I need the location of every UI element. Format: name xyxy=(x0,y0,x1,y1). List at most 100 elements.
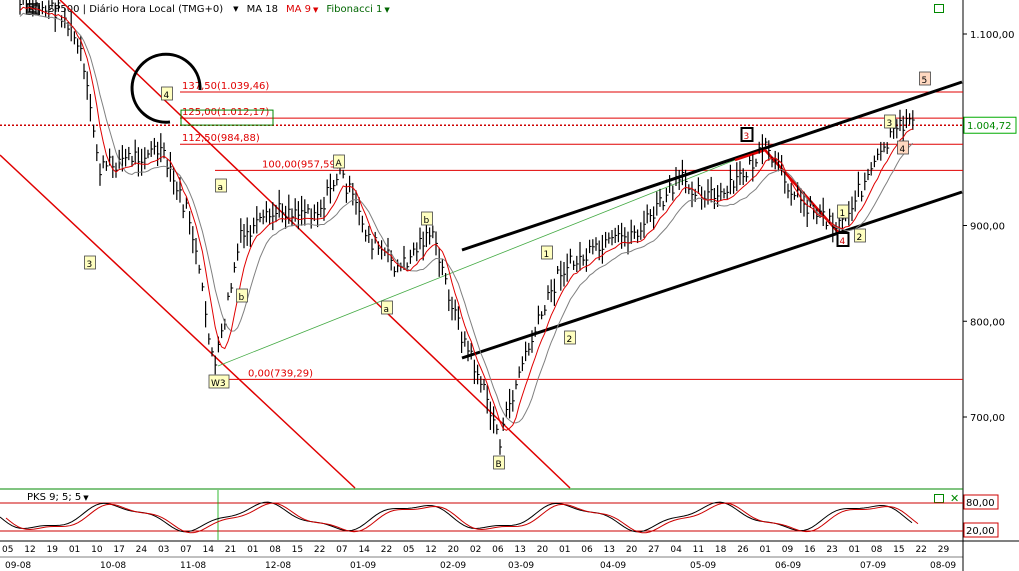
fibonacci-label[interactable]: Fibonacci 1 ▼ xyxy=(326,3,390,15)
price-tick-label: 700,00 xyxy=(970,413,1005,424)
x-day-label: 27 xyxy=(648,545,659,555)
wave-label: 1 xyxy=(544,250,550,260)
wave-label-box xyxy=(333,154,345,169)
ma18-label[interactable]: MA 18 xyxy=(246,3,278,15)
wave-label: 3 xyxy=(744,132,750,142)
x-day-label: 20 xyxy=(448,545,460,555)
x-month-label: 05-09 xyxy=(690,561,716,571)
x-day-label: 16 xyxy=(804,545,816,555)
symbol-dropdown-icon[interactable]: ▼ xyxy=(233,5,239,13)
ma9-label[interactable]: MA 9 ▼ xyxy=(285,3,319,15)
wave-label: b xyxy=(424,216,430,226)
wave-label: a xyxy=(218,183,224,193)
x-day-label: 08 xyxy=(871,545,883,555)
osc-80-box xyxy=(963,494,999,510)
x-day-label: 15 xyxy=(893,545,904,555)
osc-k-line xyxy=(0,501,913,533)
downtrend-line-upper xyxy=(59,0,571,489)
x-day-label: 20 xyxy=(626,545,638,555)
x-day-label: 13 xyxy=(514,545,525,555)
x-day-label: 01 xyxy=(247,545,258,555)
x-day-label: 17 xyxy=(113,545,124,555)
wave-label-box xyxy=(208,374,230,389)
x-day-label: 19 xyxy=(47,545,59,555)
x-day-label: 10 xyxy=(91,545,103,555)
x-month-label: 02-09 xyxy=(440,561,466,571)
wave-label-box xyxy=(381,300,393,315)
x-month-label: 12-08 xyxy=(265,561,291,571)
wave-label-box xyxy=(897,140,909,155)
x-day-label: 11 xyxy=(693,545,704,555)
wave-label: 5 xyxy=(922,76,928,86)
wave-label: 2 xyxy=(857,233,863,243)
wave-label-box xyxy=(161,86,173,101)
x-month-label: 09-08 xyxy=(5,561,31,571)
wave-label: B xyxy=(496,460,502,470)
wave-label-box xyxy=(493,455,505,470)
x-day-label: 06 xyxy=(492,545,504,555)
wave-label: 3 xyxy=(887,119,893,129)
wave-label-box xyxy=(837,204,849,219)
osc-20-box xyxy=(963,522,999,538)
wave-label-box xyxy=(854,228,866,243)
x-month-label: 01-09 xyxy=(350,561,376,571)
maximize-icon[interactable] xyxy=(934,4,944,13)
x-day-label: 15 xyxy=(292,545,303,555)
x-day-label: 03 xyxy=(158,545,169,555)
wave-label: 4 xyxy=(164,91,170,101)
x-day-label: 01 xyxy=(759,545,770,555)
fib-label: 125,00(1.012,17) xyxy=(182,107,269,118)
wave-label: a xyxy=(384,305,390,315)
symbol-label[interactable]: SP500 | Diário Hora Local (TMG+0) xyxy=(48,3,224,15)
downtrend-line-lower xyxy=(0,154,356,489)
wave-label: 3 xyxy=(87,260,93,270)
price-tick-label: 1.100,00 xyxy=(970,30,1015,41)
correction-line-top xyxy=(734,148,766,162)
circle-marker xyxy=(130,52,202,124)
wave-label: b xyxy=(239,293,245,303)
x-month-label: 03-09 xyxy=(508,561,534,571)
x-day-label: 21 xyxy=(225,545,236,555)
x-day-label: 23 xyxy=(826,545,837,555)
fib-label: 0,00(739,29) xyxy=(248,368,313,379)
x-month-label: 11-08 xyxy=(180,561,206,571)
wave-label-box xyxy=(236,288,248,303)
fib-125-box xyxy=(180,109,274,126)
osc-d-line xyxy=(5,502,919,534)
wave-label-box xyxy=(215,178,227,193)
x-day-label: 12 xyxy=(24,545,35,555)
x-day-label: 26 xyxy=(737,545,749,555)
x-month-label: 04-09 xyxy=(600,561,626,571)
x-day-label: 22 xyxy=(915,545,926,555)
x-day-label: 07 xyxy=(180,545,191,555)
x-day-label: 09 xyxy=(782,545,794,555)
wave-label: 1 xyxy=(840,209,846,219)
price-tick-label: 900,00 xyxy=(970,222,1005,233)
wave-label-box xyxy=(564,330,576,345)
wave-label: A xyxy=(336,159,343,169)
x-day-label: 01 xyxy=(69,545,80,555)
last-price-box xyxy=(963,116,1017,134)
x-day-label: 14 xyxy=(203,545,215,555)
x-day-label: 01 xyxy=(559,545,570,555)
wave-label-box xyxy=(836,232,850,247)
wave-label-box xyxy=(84,255,96,270)
oscillator-header[interactable]: PKS 9; 5; 5 ▼ xyxy=(27,492,89,503)
wave-label-box xyxy=(421,211,433,226)
oscillator-close-icon[interactable]: ✕ xyxy=(950,492,960,505)
last-price-label: 1.004,72 xyxy=(967,121,1012,132)
x-day-label: 04 xyxy=(670,545,682,555)
x-month-label: 06-09 xyxy=(775,561,801,571)
x-day-label: 01 xyxy=(849,545,860,555)
wave-label-box xyxy=(740,127,754,142)
x-day-label: 13 xyxy=(604,545,615,555)
x-day-label: 05 xyxy=(403,545,414,555)
wave-label: 4 xyxy=(900,145,906,155)
channel-lower xyxy=(461,190,963,360)
x-day-label: 06 xyxy=(581,545,593,555)
wave-label: 4 xyxy=(840,237,846,247)
x-day-label: 07 xyxy=(336,545,347,555)
x-day-label: 20 xyxy=(537,545,549,555)
wave-label: W3 xyxy=(211,379,226,389)
